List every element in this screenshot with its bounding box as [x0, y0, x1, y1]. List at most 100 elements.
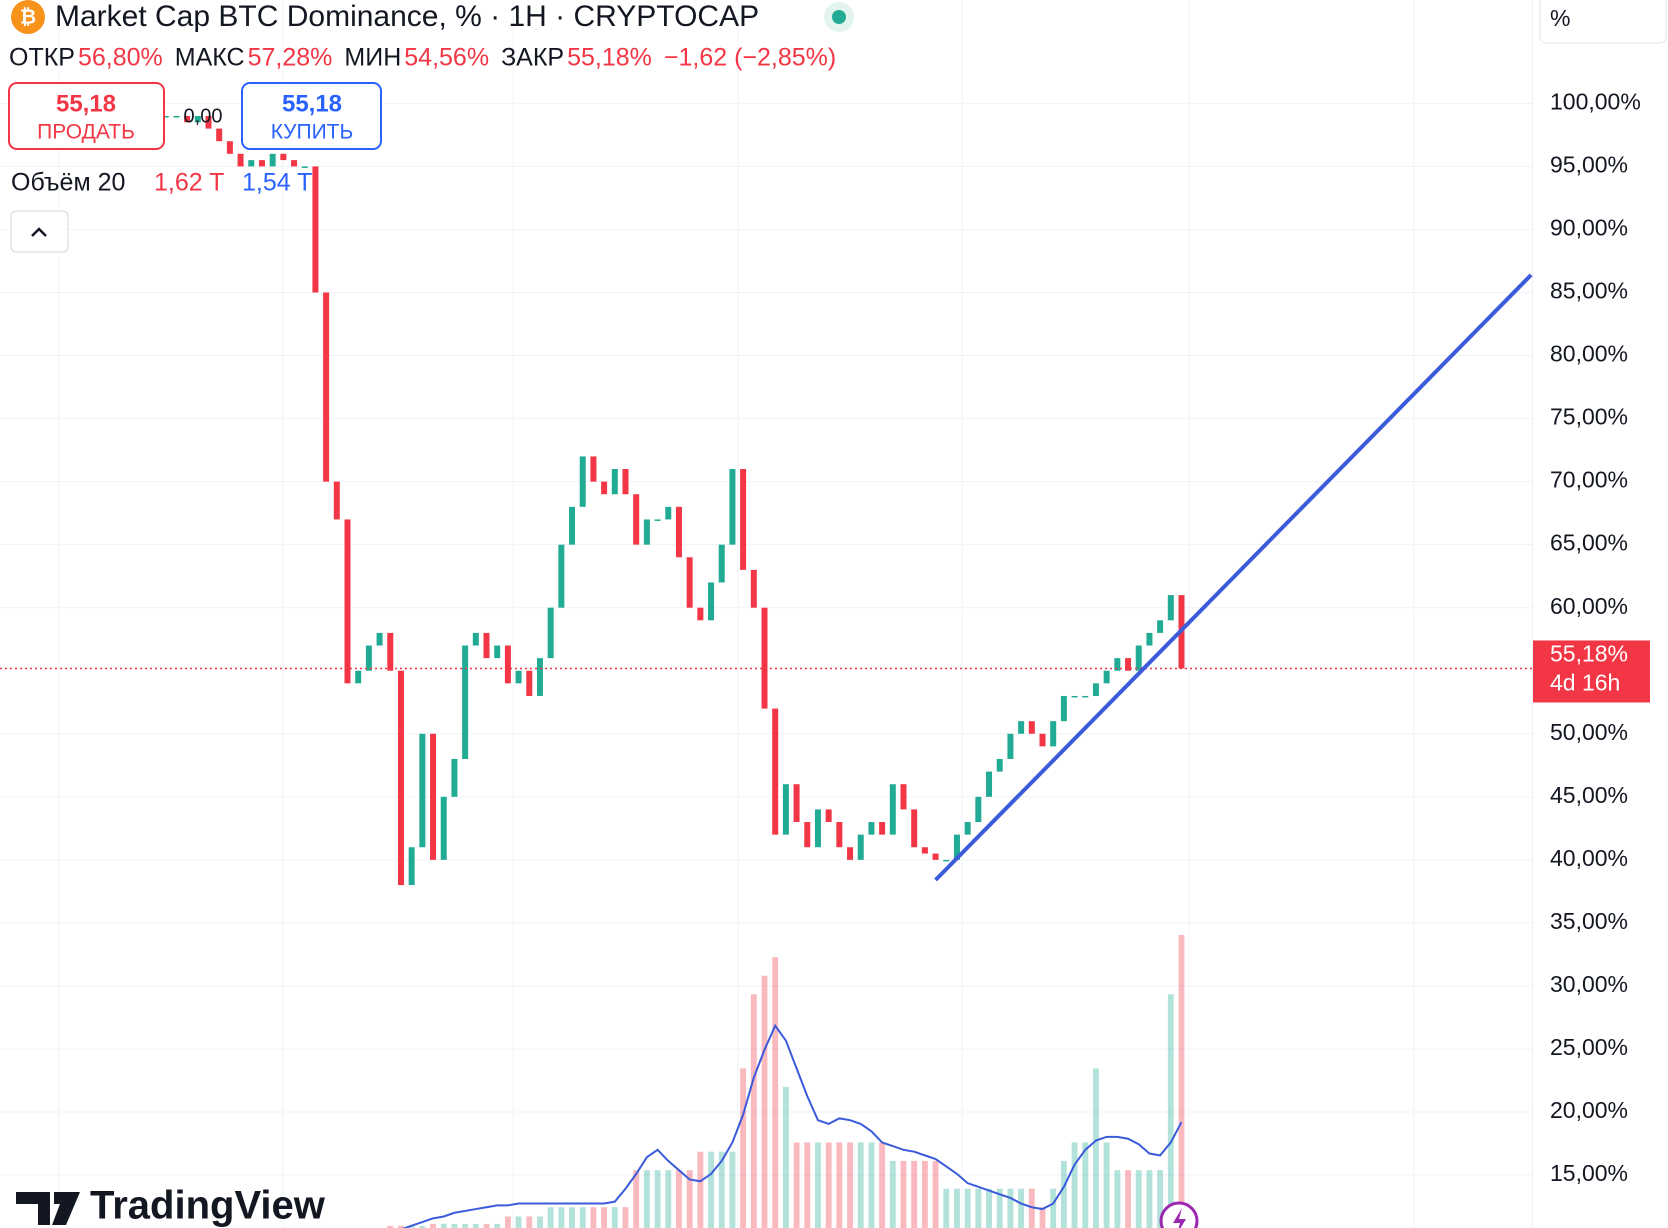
candle-body	[975, 796, 982, 823]
volume-bar	[921, 1160, 928, 1228]
y-tick-label: 15,00%	[1550, 1160, 1628, 1186]
candles	[162, 115, 1185, 886]
volume-bar	[558, 1207, 565, 1228]
volume-bar	[879, 1142, 886, 1228]
candle-body	[472, 632, 479, 646]
volume-bar	[398, 1225, 404, 1228]
ohlc-label: ОТКР	[9, 44, 75, 72]
volume-bar	[462, 1223, 469, 1228]
candle-body	[708, 582, 715, 621]
collapse-button[interactable]	[10, 210, 69, 253]
candle-body	[558, 544, 565, 608]
buy-label[interactable]: КУПИТЬ	[271, 121, 354, 144]
volume-bar	[1028, 1188, 1035, 1228]
volume-bar	[996, 1188, 1003, 1228]
volume-bar	[836, 1142, 843, 1228]
volume-bar	[1178, 935, 1185, 1228]
volume-bar	[943, 1188, 950, 1228]
y-tick-label: 25,00%	[1550, 1034, 1628, 1060]
candle-body	[633, 494, 640, 545]
candle-body	[932, 853, 939, 860]
candle-body	[911, 809, 918, 848]
y-tick-label: 75,00%	[1550, 404, 1628, 430]
volume-bar	[440, 1223, 447, 1228]
volume-bar	[1093, 1068, 1099, 1228]
candle-body	[675, 506, 682, 558]
ohlc-value: 55,18%	[567, 44, 652, 72]
scale-mode-button[interactable]	[1539, 0, 1667, 44]
candle-body	[323, 292, 330, 482]
chart-title: Market Cap BTC Dominance, % · 1H · CRYPT…	[55, 0, 759, 33]
volume-bar	[782, 1086, 789, 1228]
volume-bar	[504, 1216, 511, 1228]
buy-price[interactable]: 55,18	[282, 90, 342, 117]
candle-body	[953, 834, 960, 860]
volume-bar	[430, 1223, 436, 1228]
volume-bar	[986, 1188, 992, 1228]
volume-bar	[750, 994, 757, 1228]
volume-bar	[954, 1188, 960, 1228]
price-axis: 100,00% 95,00% 90,00% 85,00% 80,00% 75,00% 70,…	[1533, 88, 1650, 1186]
candle-body	[697, 607, 704, 621]
candle-body	[590, 456, 597, 482]
candle-body	[536, 658, 543, 696]
candle-body	[879, 822, 886, 835]
candle-body	[258, 160, 265, 167]
candle-body	[451, 758, 458, 797]
candle-body	[1007, 733, 1014, 759]
buy-button[interactable]	[241, 82, 382, 150]
candle-body	[344, 519, 351, 684]
sell-price[interactable]: 55,18	[56, 90, 116, 117]
candle-body	[387, 632, 394, 671]
ohlc-label: МИН	[344, 44, 401, 72]
volume-bar	[643, 1170, 650, 1228]
candle-body	[430, 733, 437, 860]
volume-bar	[911, 1160, 918, 1228]
watermark: TradingView	[90, 1184, 326, 1228]
candle-body	[643, 519, 650, 545]
ohlc-label: ЗАКР	[501, 44, 564, 72]
candle-body	[376, 632, 383, 646]
volume-bar	[857, 1142, 864, 1228]
candle-body	[226, 141, 233, 154]
ohlc-label: МАКС	[175, 44, 245, 72]
volume-bar	[676, 1170, 682, 1228]
volume-bar	[526, 1216, 533, 1228]
candle-body	[280, 153, 287, 161]
volume-bar	[419, 1225, 426, 1228]
candle-body	[1060, 695, 1067, 722]
candle-body	[1092, 683, 1099, 696]
volume-bar	[740, 1068, 747, 1228]
volume-bar	[900, 1160, 907, 1228]
scale-mode-label[interactable]: %	[1550, 5, 1570, 31]
collapse-icon[interactable]	[31, 227, 47, 237]
candle-body	[1135, 645, 1142, 671]
volume-bar	[964, 1188, 971, 1228]
candle-body	[248, 160, 255, 167]
countdown: 4d 16h	[1550, 670, 1620, 696]
volume-bar	[825, 1142, 832, 1228]
volume-bar	[590, 1207, 597, 1228]
y-tick-label: 45,00%	[1550, 782, 1628, 808]
candle-body	[526, 670, 533, 696]
candle-body	[601, 481, 608, 495]
volume-legend-ma: 1,54 T	[242, 169, 312, 197]
candle-body	[868, 822, 875, 835]
volume-bar	[1146, 1170, 1153, 1228]
alert-glyph[interactable]	[1173, 1208, 1186, 1228]
candle-body	[216, 128, 223, 142]
y-tick-label: 70,00%	[1550, 467, 1628, 493]
candle-body	[793, 784, 800, 823]
volume-bar	[515, 1216, 522, 1228]
volume-bar	[889, 1160, 896, 1228]
candle-body	[1114, 658, 1121, 671]
volume-bar	[1114, 1170, 1121, 1228]
candle-body	[1125, 658, 1132, 671]
trendline	[934, 273, 1533, 882]
candle-body	[483, 632, 490, 659]
sell-label[interactable]: ПРОДАТЬ	[37, 121, 135, 144]
candle-body	[1028, 721, 1035, 734]
sell-button[interactable]	[8, 82, 165, 150]
ohlc-value: 54,56%	[404, 44, 489, 72]
